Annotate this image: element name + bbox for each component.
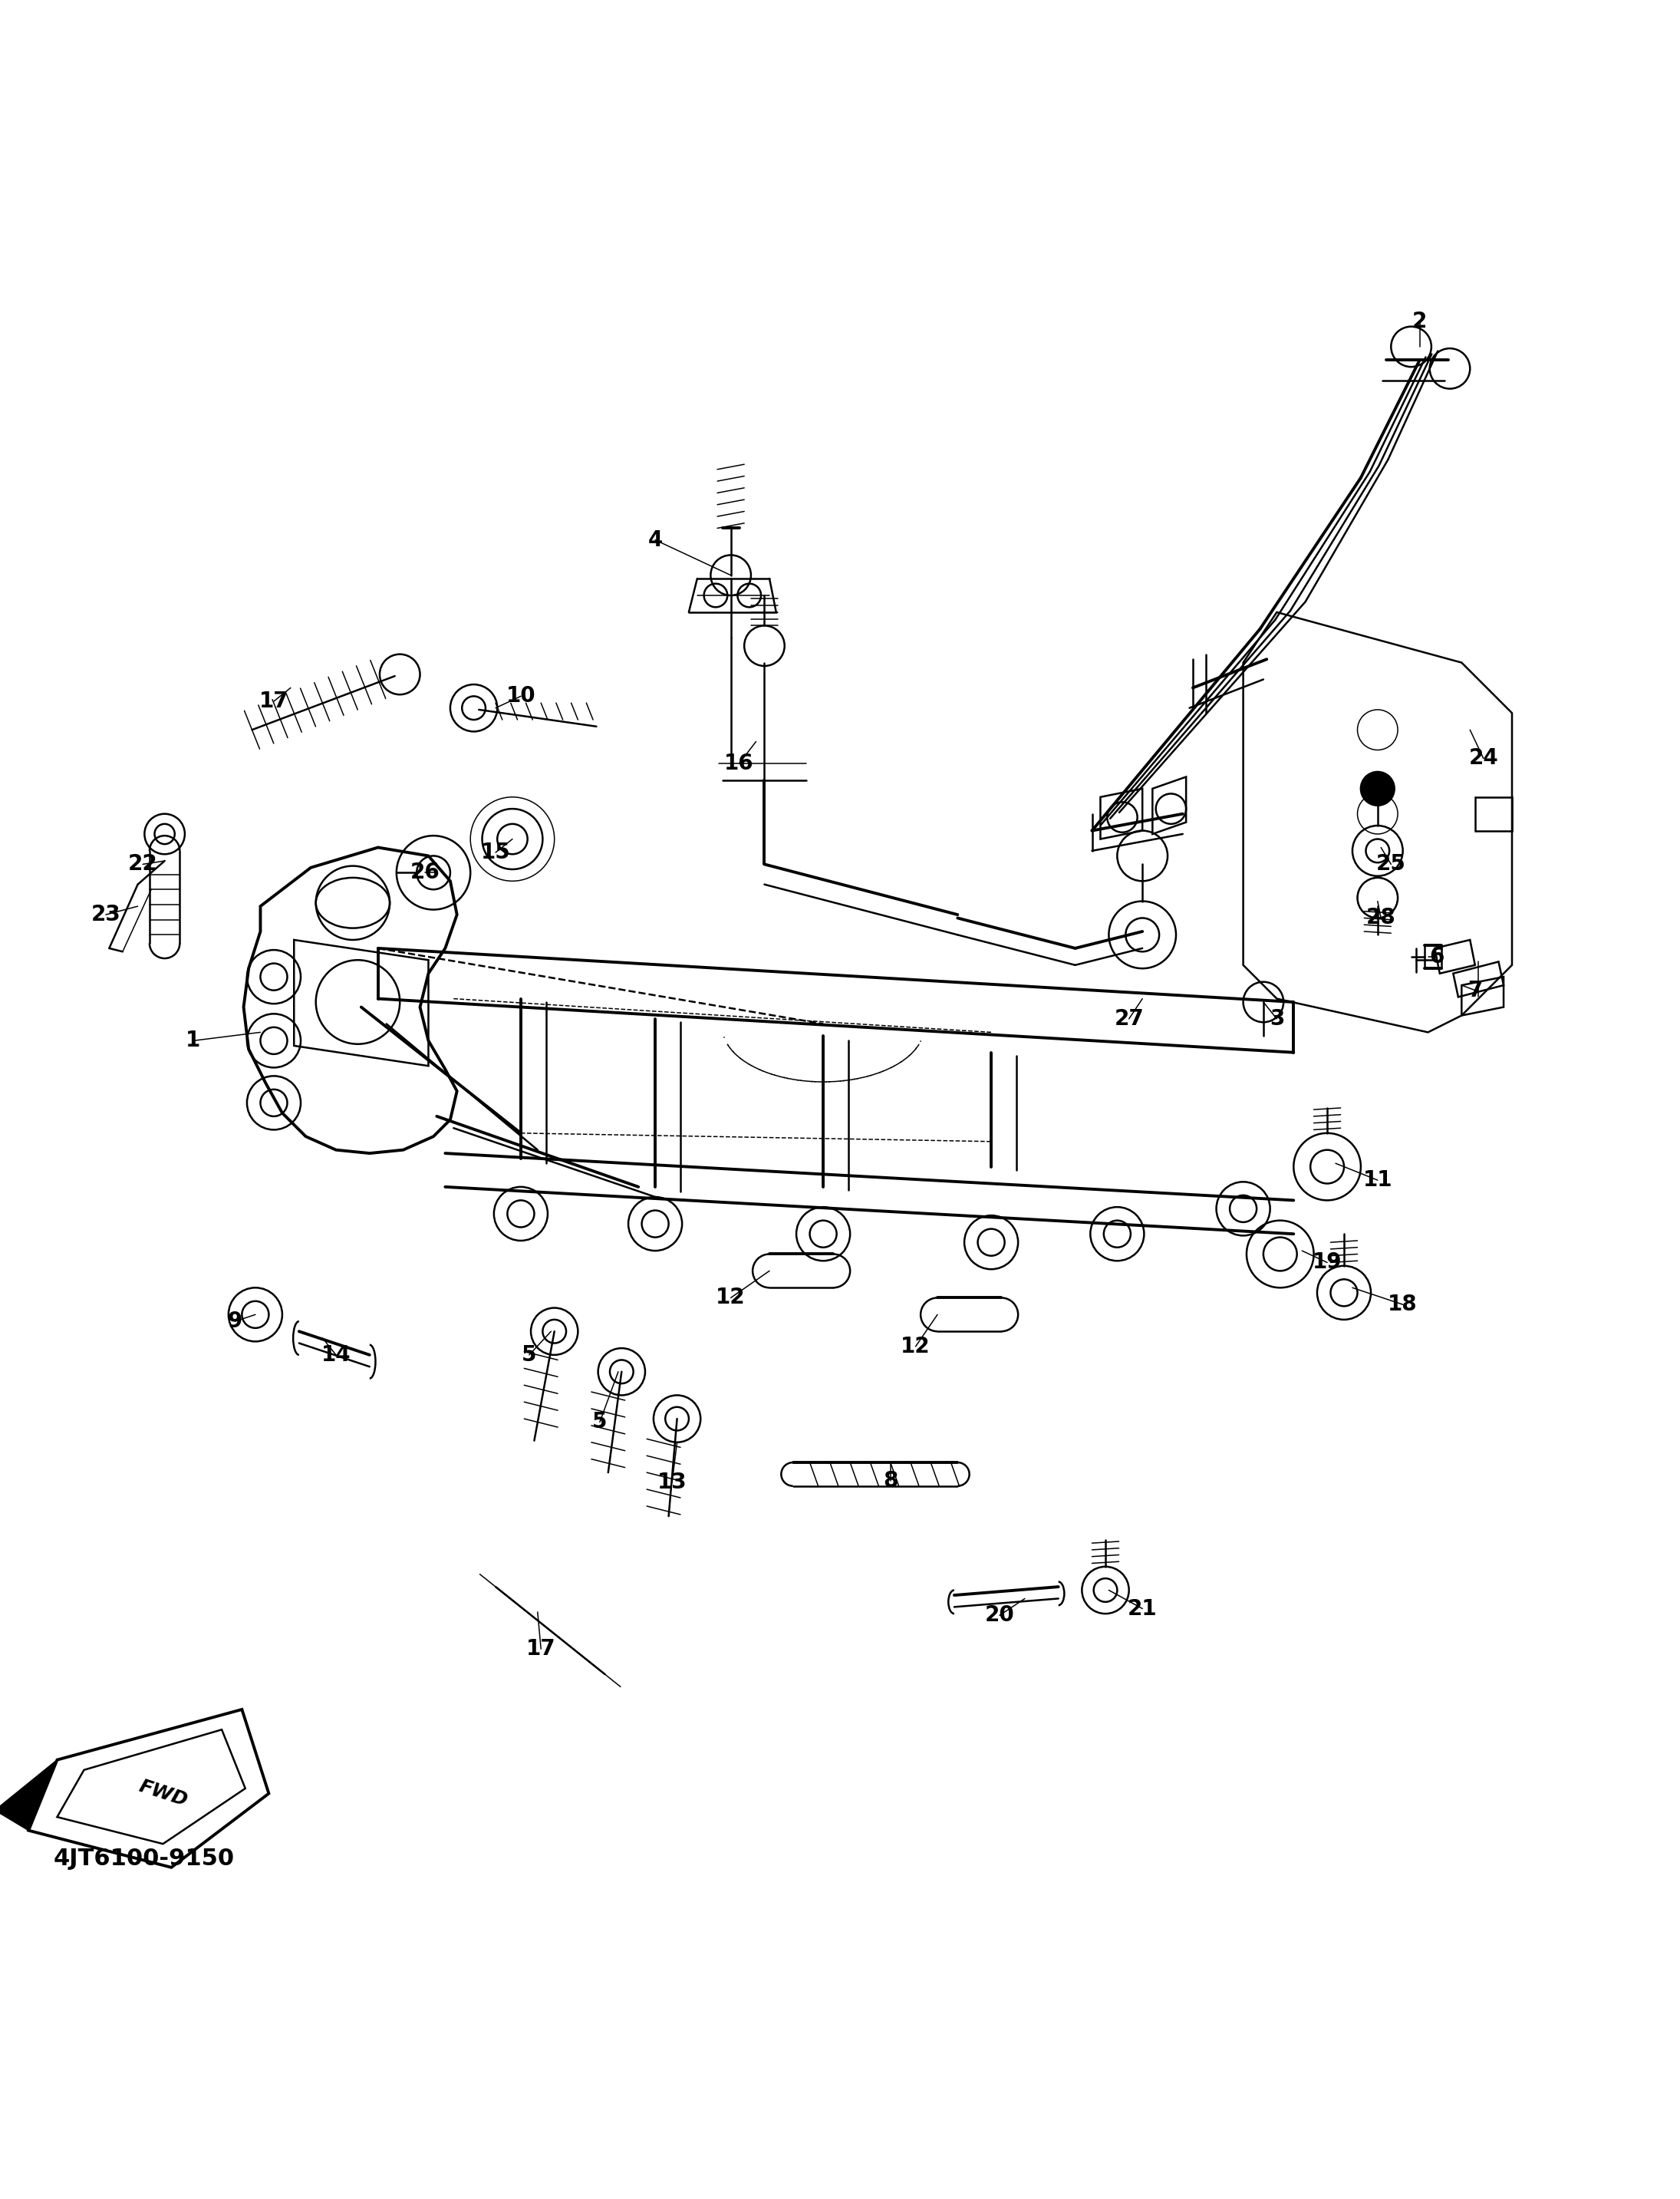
Text: 28: 28 — [1366, 908, 1396, 928]
Circle shape — [1361, 772, 1394, 805]
Text: 1: 1 — [186, 1029, 200, 1051]
Text: FWD: FWD — [136, 1777, 190, 1810]
Text: 10: 10 — [506, 686, 536, 706]
Text: 26: 26 — [410, 862, 440, 884]
Text: 22: 22 — [128, 853, 158, 875]
Text: 11: 11 — [1362, 1170, 1393, 1192]
Text: 12: 12 — [900, 1335, 931, 1357]
Text: 3: 3 — [1270, 1007, 1284, 1029]
Text: 6: 6 — [1430, 946, 1443, 968]
Text: 12: 12 — [716, 1286, 746, 1308]
Text: 27: 27 — [1114, 1007, 1144, 1029]
Text: 4: 4 — [648, 530, 662, 550]
Text: 21: 21 — [1127, 1599, 1158, 1618]
Polygon shape — [0, 1759, 57, 1830]
Text: 2: 2 — [1413, 310, 1426, 332]
Text: 17: 17 — [526, 1638, 556, 1660]
Text: 15: 15 — [480, 842, 511, 864]
Text: 25: 25 — [1376, 853, 1406, 875]
Text: 17: 17 — [259, 690, 289, 712]
Text: 24: 24 — [1468, 748, 1499, 770]
Text: 8: 8 — [884, 1471, 897, 1491]
Text: 16: 16 — [724, 752, 754, 774]
Text: 18: 18 — [1388, 1293, 1418, 1315]
Text: 9: 9 — [228, 1311, 242, 1333]
Text: 13: 13 — [657, 1471, 687, 1493]
Text: 5: 5 — [593, 1412, 606, 1434]
Text: 5: 5 — [522, 1344, 536, 1366]
Text: 23: 23 — [91, 904, 121, 926]
Text: 7: 7 — [1468, 979, 1482, 1001]
Text: 20: 20 — [984, 1605, 1015, 1625]
Text: 4JT6100-9150: 4JT6100-9150 — [54, 1847, 235, 1869]
Text: 19: 19 — [1312, 1251, 1342, 1273]
Text: 14: 14 — [321, 1344, 351, 1366]
